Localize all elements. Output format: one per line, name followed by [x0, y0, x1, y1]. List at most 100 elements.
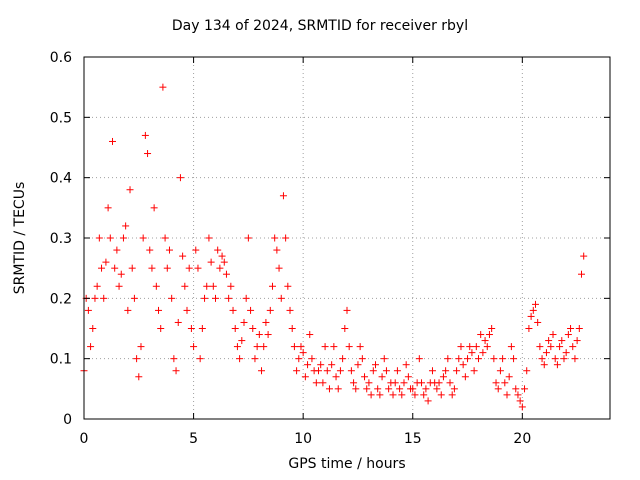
- data-point: [111, 264, 119, 272]
- data-point: [233, 343, 241, 351]
- y-tick-label: 0.3: [50, 231, 72, 247]
- data-point: [242, 294, 250, 302]
- data-point: [580, 252, 588, 260]
- x-axis-label: GPS time / hours: [288, 456, 406, 472]
- data-point: [299, 349, 307, 357]
- data-point: [571, 355, 579, 363]
- data-point: [183, 306, 191, 314]
- data-point: [113, 246, 121, 254]
- data-point: [168, 294, 176, 302]
- data-point: [198, 325, 206, 332]
- data-point: [187, 325, 195, 332]
- data-point: [325, 385, 333, 393]
- data-point: [389, 391, 397, 399]
- data-point: [391, 379, 399, 387]
- data-point: [330, 343, 338, 351]
- data-point: [98, 264, 106, 272]
- data-point: [304, 361, 312, 369]
- data-point: [277, 294, 285, 302]
- data-point: [231, 325, 239, 332]
- data-point: [227, 282, 235, 290]
- data-point: [556, 343, 564, 351]
- data-point: [578, 270, 586, 278]
- data-point: [119, 234, 127, 242]
- data-point: [247, 306, 255, 314]
- data-point: [155, 306, 163, 314]
- data-point: [93, 282, 101, 290]
- data-point: [212, 294, 219, 302]
- data-point: [367, 391, 375, 399]
- data-point: [459, 361, 467, 369]
- data-point: [538, 355, 546, 363]
- data-point: [547, 343, 555, 351]
- data-point: [275, 264, 283, 272]
- data-point: [529, 306, 537, 314]
- data-point: [251, 355, 259, 363]
- data-point: [332, 373, 340, 381]
- data-point: [308, 355, 316, 363]
- data-point: [542, 349, 550, 357]
- data-point: [144, 150, 152, 158]
- data-point: [297, 343, 305, 351]
- data-point: [225, 294, 233, 302]
- data-point: [218, 252, 226, 260]
- data-point: [190, 343, 198, 351]
- data-point: [170, 355, 178, 363]
- data-point: [531, 300, 539, 308]
- x-tick-label: 20: [513, 431, 531, 447]
- data-point: [100, 294, 108, 302]
- data-point: [345, 343, 353, 351]
- data-point: [501, 379, 509, 387]
- data-point: [428, 367, 436, 375]
- data-point: [152, 282, 160, 290]
- data-point: [163, 264, 171, 272]
- data-point: [450, 385, 458, 393]
- data-point: [453, 367, 461, 375]
- data-point: [466, 343, 474, 351]
- data-point: [496, 367, 504, 375]
- data-point: [512, 385, 520, 393]
- data-point: [341, 325, 349, 332]
- data-point: [439, 373, 447, 381]
- data-point: [525, 325, 533, 332]
- y-tick-label: 0.5: [50, 110, 72, 126]
- data-point: [306, 331, 314, 339]
- data-point: [553, 361, 561, 369]
- data-point: [514, 391, 522, 399]
- data-point: [378, 373, 386, 381]
- data-point: [172, 367, 180, 375]
- data-point: [87, 343, 95, 351]
- data-point: [222, 270, 230, 278]
- y-axis-label: SRMTID / TECUs: [12, 181, 28, 295]
- data-point: [229, 306, 237, 314]
- data-point: [91, 294, 99, 302]
- data-point: [455, 355, 463, 363]
- data-point: [488, 325, 496, 332]
- data-point: [249, 325, 257, 332]
- data-point: [433, 385, 441, 393]
- y-tick-label: 0.6: [50, 50, 72, 66]
- y-tick-label: 0.1: [50, 352, 72, 368]
- data-point: [444, 355, 452, 363]
- data-points: [80, 83, 588, 411]
- data-point: [271, 234, 279, 242]
- data-point: [494, 385, 502, 393]
- data-point: [196, 355, 204, 363]
- data-point: [295, 355, 303, 363]
- data-point: [400, 379, 408, 387]
- data-point: [146, 246, 154, 254]
- data-point: [415, 355, 423, 363]
- data-point: [209, 282, 217, 290]
- x-tick-label: 10: [294, 431, 312, 447]
- data-point: [174, 318, 182, 326]
- data-point: [253, 343, 261, 351]
- data-point: [95, 234, 103, 242]
- data-point: [321, 343, 329, 351]
- data-point: [323, 367, 331, 375]
- data-point: [545, 337, 553, 345]
- data-point: [203, 282, 211, 290]
- data-point: [266, 306, 274, 314]
- data-point: [339, 355, 347, 363]
- data-point: [258, 367, 266, 375]
